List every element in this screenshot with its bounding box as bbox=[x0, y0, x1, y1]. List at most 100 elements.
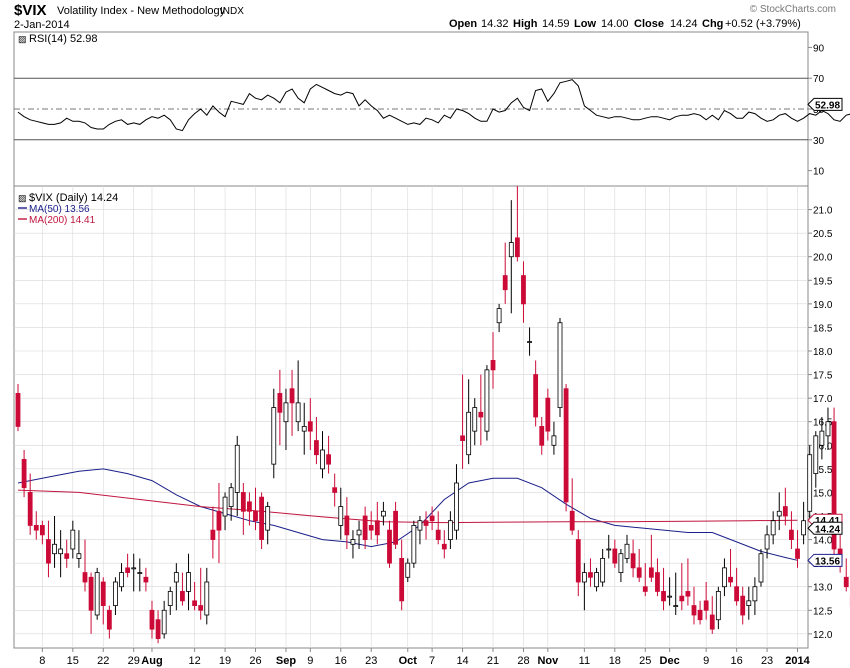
candle-body bbox=[344, 515, 350, 536]
candle-body bbox=[265, 506, 271, 531]
candle bbox=[52, 516, 57, 568]
candle bbox=[39, 520, 45, 545]
price-tick-label: 19.5 bbox=[813, 276, 833, 287]
candle-body bbox=[356, 529, 362, 536]
candle-body bbox=[667, 595, 673, 598]
symbol-title: $VIX bbox=[14, 2, 47, 19]
candle-body bbox=[94, 572, 100, 616]
price-gridlines bbox=[14, 186, 808, 648]
chg-value: +0.52 (+3.79%) bbox=[725, 18, 801, 30]
close-value: 14.24 bbox=[670, 18, 698, 30]
candle bbox=[435, 511, 441, 545]
candle-body bbox=[113, 581, 118, 606]
price-legend-icon: ▨ bbox=[18, 193, 27, 203]
date-tick-label: 23 bbox=[365, 655, 377, 667]
candle bbox=[113, 577, 118, 615]
candle-body bbox=[259, 496, 265, 540]
date-tick-label: 29 bbox=[128, 655, 140, 667]
candle bbox=[533, 360, 539, 427]
candle-body bbox=[588, 572, 593, 578]
rsi-last-tag: 52.98 bbox=[807, 97, 843, 111]
date-tick-label: Dec bbox=[660, 655, 680, 667]
candle bbox=[58, 530, 64, 578]
candle-body bbox=[131, 567, 137, 570]
candle bbox=[82, 539, 88, 592]
candle bbox=[508, 200, 514, 314]
candle bbox=[594, 567, 599, 592]
candle bbox=[411, 520, 417, 568]
candle-body bbox=[630, 553, 636, 569]
candle bbox=[703, 582, 709, 620]
price-axis: 12.012.513.013.514.014.515.015.516.016.5… bbox=[808, 206, 833, 641]
candle-body bbox=[216, 510, 222, 531]
candle bbox=[636, 549, 642, 582]
date-tick-label: 2014 bbox=[785, 655, 810, 667]
candle-body bbox=[180, 591, 185, 602]
price-last-tag: 14.24 bbox=[807, 521, 843, 535]
candle-body bbox=[137, 572, 143, 574]
candle bbox=[472, 398, 478, 446]
candle-body bbox=[222, 496, 228, 517]
candle bbox=[441, 530, 447, 559]
candle bbox=[295, 360, 301, 432]
candle-body bbox=[58, 548, 64, 555]
date-tick-label: 18 bbox=[609, 655, 621, 667]
rsi-gridlines bbox=[14, 77, 808, 141]
candle-body bbox=[715, 591, 721, 621]
candle-body bbox=[173, 572, 179, 583]
candle-body bbox=[82, 572, 88, 583]
price-tick-label: 12.0 bbox=[813, 630, 833, 641]
candle-body bbox=[697, 609, 703, 621]
candle-body bbox=[405, 562, 411, 578]
candle bbox=[502, 242, 508, 304]
candle bbox=[728, 549, 733, 587]
price-tick-label: 17.0 bbox=[813, 394, 833, 405]
candle bbox=[167, 586, 173, 615]
candle-body bbox=[636, 567, 642, 578]
candle-body bbox=[76, 553, 82, 559]
candle-body bbox=[393, 510, 398, 545]
candle bbox=[314, 417, 319, 465]
candle bbox=[521, 261, 526, 323]
candle-body bbox=[271, 407, 277, 465]
high-value: 14.59 bbox=[542, 18, 570, 30]
candle-body bbox=[125, 567, 131, 573]
candle bbox=[393, 501, 398, 549]
candle-body bbox=[119, 572, 124, 588]
candle-body bbox=[594, 572, 599, 588]
candle-body bbox=[155, 619, 161, 639]
candle-body bbox=[758, 553, 764, 583]
candle bbox=[88, 572, 94, 634]
candle-body bbox=[283, 402, 289, 423]
candle bbox=[807, 445, 813, 521]
candle bbox=[21, 450, 27, 498]
price-tick-label: 15.0 bbox=[813, 488, 833, 499]
candle-body bbox=[326, 454, 331, 465]
candle bbox=[551, 421, 557, 455]
candle bbox=[539, 417, 545, 455]
candle-body bbox=[673, 605, 679, 607]
candle bbox=[447, 511, 453, 549]
candle bbox=[405, 558, 411, 582]
candle bbox=[770, 511, 776, 545]
candle bbox=[374, 501, 380, 545]
candle-body bbox=[819, 430, 825, 446]
candle-body bbox=[661, 591, 666, 602]
candle-body bbox=[204, 581, 210, 616]
candle-body bbox=[831, 421, 837, 550]
candle-body bbox=[563, 388, 569, 503]
candle-body bbox=[642, 586, 648, 592]
candle-body bbox=[167, 591, 173, 606]
candle-body bbox=[210, 529, 216, 540]
date-tick-label: 15 bbox=[67, 655, 79, 667]
candle bbox=[301, 402, 307, 455]
candle bbox=[460, 374, 465, 469]
candle-body bbox=[685, 591, 691, 597]
ma200-last-tag-text: 14.41 bbox=[815, 516, 840, 527]
price-tick-label: 20.5 bbox=[813, 229, 833, 240]
candle-body bbox=[618, 553, 624, 573]
candle bbox=[27, 473, 33, 535]
candle-body bbox=[679, 595, 685, 602]
date-tick-label: 16 bbox=[730, 655, 742, 667]
candle-body bbox=[368, 525, 374, 531]
